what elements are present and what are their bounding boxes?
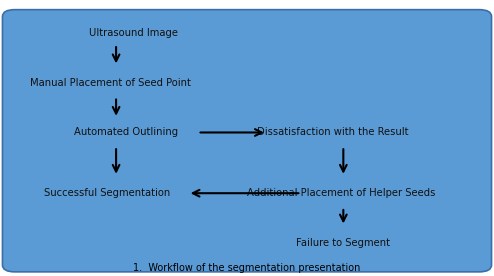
Text: Manual Placement of Seed Point: Manual Placement of Seed Point — [30, 78, 191, 88]
FancyBboxPatch shape — [2, 10, 492, 272]
Text: Successful Segmentation: Successful Segmentation — [44, 188, 171, 198]
Text: Automated Outlining: Automated Outlining — [74, 128, 178, 137]
Text: Dissatisfaction with the Result: Dissatisfaction with the Result — [257, 128, 409, 137]
Text: Ultrasound Image: Ultrasound Image — [89, 28, 178, 38]
Text: Failure to Segment: Failure to Segment — [296, 238, 390, 248]
Text: Additional Placement of Helper Seeds: Additional Placement of Helper Seeds — [247, 188, 435, 198]
Text: 1.  Workflow of the segmentation presentation: 1. Workflow of the segmentation presenta… — [133, 263, 361, 273]
